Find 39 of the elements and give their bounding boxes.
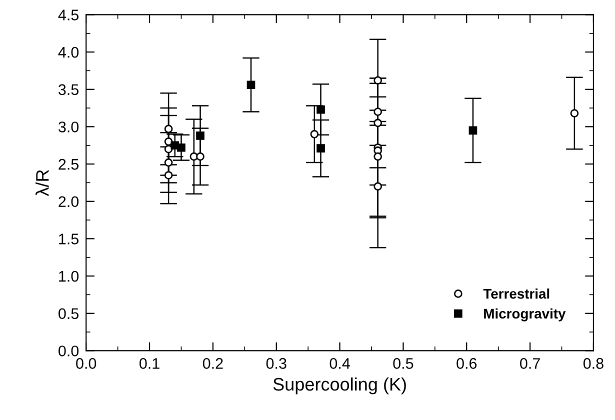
legend-label: Microgravity [484,308,566,322]
y-tick-label: 0.0 [58,346,79,356]
x-tick-label: 0.7 [520,358,540,369]
x-tick-label: 0.5 [393,358,414,369]
x-tick-label: 0.3 [266,358,286,369]
y-tick-label: 4.5 [58,10,79,20]
x-tick-label: 0.1 [140,358,160,369]
y-tick-label: 3.0 [58,122,79,132]
y-tick-label: 1.0 [59,270,79,282]
point [310,130,319,138]
point [316,144,325,153]
point [177,143,186,152]
point [246,80,256,90]
point [374,152,382,161]
y-tick-label: 1.5 [59,234,79,244]
y-tick-label: 0.5 [58,308,79,320]
point [374,118,382,128]
point [316,105,325,114]
x-tick-label: 0.8 [583,358,604,369]
point [196,131,204,140]
y-axis-title: λ/R [36,170,49,196]
x-tick-label: 0.0 [76,358,96,369]
y-tick-label: 4.0 [58,46,79,58]
x-tick-label: 0.6 [456,358,477,369]
y-tick-label: 2.5 [58,158,79,170]
x-axis-title: Supercooling (K) [273,377,406,394]
point [196,152,204,161]
point [374,182,382,191]
y-tick-label: 3.5 [58,84,79,96]
x-tick-label: 0.4 [330,358,350,369]
point [164,158,173,167]
point [374,76,382,85]
y-tick-label: 2.0 [58,196,79,208]
x-tick-label: 0.2 [202,358,223,369]
legend-label: Terrestrial [483,288,550,299]
point [164,171,173,180]
point [468,126,478,135]
point [570,109,579,118]
point [374,108,382,116]
